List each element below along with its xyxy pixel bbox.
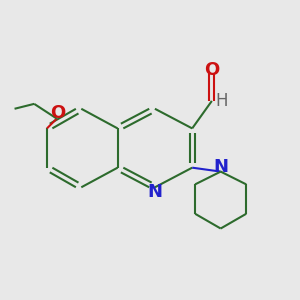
Text: O: O xyxy=(204,61,220,79)
Text: O: O xyxy=(50,104,65,122)
Text: N: N xyxy=(147,183,162,201)
Text: N: N xyxy=(213,158,228,176)
Text: H: H xyxy=(215,92,227,110)
